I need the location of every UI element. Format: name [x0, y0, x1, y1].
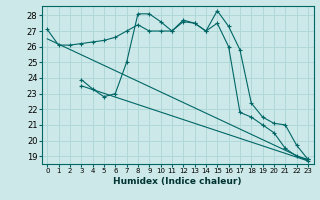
- X-axis label: Humidex (Indice chaleur): Humidex (Indice chaleur): [113, 177, 242, 186]
